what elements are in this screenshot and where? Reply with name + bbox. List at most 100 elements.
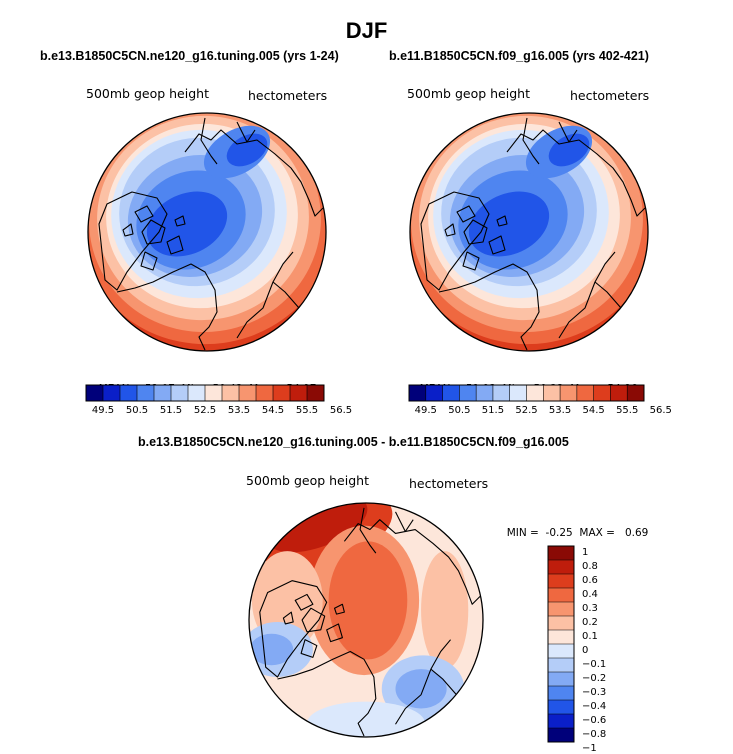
panel-3-max-value: 0.69	[624, 527, 649, 539]
colorbar-1-swatch	[171, 385, 189, 401]
map-boundary	[87, 112, 327, 352]
colorbar-3-tick-label: −0.2	[582, 673, 607, 684]
panel-2-colorbar	[408, 384, 645, 402]
coastline	[277, 650, 377, 737]
coastline	[522, 117, 540, 165]
colorbar-3-swatch	[548, 616, 574, 631]
colorbar-3-swatch	[548, 686, 574, 701]
colorbar-3-swatch	[548, 630, 574, 645]
panel-1-units: hectometers	[248, 88, 328, 103]
coastline	[282, 611, 294, 625]
colorbar-1-swatch	[239, 385, 257, 401]
coastline	[359, 507, 377, 554]
colorbar-2-swatch	[476, 385, 494, 401]
coastline	[140, 251, 158, 271]
colorbar-2-swatch	[442, 385, 460, 401]
panel-3-colorbar	[547, 545, 575, 743]
panel-3-title: b.e13.B1850C5CN.ne120_g16.tuning.005 - b…	[138, 435, 569, 449]
panel-1-variable: 500mb geop height	[86, 86, 209, 101]
panel-1-colorbar	[85, 384, 325, 402]
coastline	[236, 121, 256, 143]
coastline	[174, 215, 186, 227]
field	[249, 503, 483, 737]
colorbar-3-tick-label: −0.1	[582, 659, 607, 670]
map-boundary	[248, 502, 484, 738]
colorbar-3-tick-label: −0.3	[582, 687, 607, 698]
colorbar-3-swatch	[548, 700, 574, 715]
colorbar-2-swatch	[560, 385, 578, 401]
colorbar-3-swatch	[548, 574, 574, 589]
coastline	[462, 251, 480, 271]
coastline	[333, 603, 345, 615]
colorbar-3-tick-label: −0.4	[582, 701, 607, 712]
panel-3-min-value: -0.25	[545, 527, 573, 539]
colorbar-1-tick-label: 54.5	[261, 405, 285, 416]
colorbar-2-swatch	[627, 385, 645, 401]
colorbar-1-swatch	[86, 385, 104, 401]
colorbar-2-swatch	[576, 385, 594, 401]
coastline	[444, 223, 456, 237]
colorbar-2-swatch	[526, 385, 544, 401]
coastline	[558, 251, 616, 339]
colorbar-2-tick-label: 54.5	[582, 405, 605, 416]
colorbar-3-tick-label: 0.2	[582, 617, 598, 628]
colorbar-3-tick-label: 0.1	[582, 631, 598, 642]
coastline	[122, 223, 134, 237]
panel-1-map	[87, 112, 327, 352]
field	[410, 113, 648, 351]
coastline	[438, 263, 540, 351]
colorbar-2-swatch	[610, 385, 628, 401]
colorbar-1-swatch	[154, 385, 172, 401]
coastline	[98, 191, 168, 291]
coastline	[420, 191, 490, 291]
colorbar-2-swatch	[492, 385, 511, 401]
colorbar-2-swatch	[459, 385, 477, 401]
colorbar-2-swatch	[593, 385, 611, 401]
colorbar-3-swatch	[548, 714, 574, 729]
colorbar-3-tick-label: 0	[582, 645, 589, 656]
panel-3-units: hectometers	[409, 476, 489, 491]
colorbar-3-tick-label: −0.8	[582, 729, 607, 740]
colorbar-3-swatch	[548, 588, 574, 603]
colorbar-1-tick-label: 55.5	[295, 405, 319, 416]
coastline	[496, 215, 508, 227]
colorbar-1-tick-label: 52.5	[193, 405, 217, 416]
coastline	[141, 219, 166, 245]
panel-2-variable: 500mb geop height	[407, 86, 530, 101]
colorbar-3-swatch	[548, 560, 574, 575]
colorbar-2-tick-label: 52.5	[515, 405, 538, 416]
colorbar-1-tick-label: 49.5	[91, 405, 115, 416]
panel-1-title: b.e13.B1850C5CN.ne120_g16.tuning.005 (yr…	[40, 49, 339, 63]
panel-2-map	[409, 112, 649, 352]
coastline	[200, 117, 218, 165]
colorbar-1-tick-label: 56.5	[329, 405, 353, 416]
colorbar-3-swatch	[548, 672, 574, 687]
colorbar-1-tick-label: 50.5	[125, 405, 149, 416]
panel-2-colorbar-ticks: 49.5 50.5 51.5 52.5 53.5 54.5 55.5 56.5	[0, 402, 733, 416]
coastline	[134, 205, 154, 223]
coastline	[506, 129, 646, 217]
panel-3-map	[248, 502, 484, 738]
colorbar-1-swatch	[273, 385, 291, 401]
coastline	[395, 511, 414, 533]
colorbar-2-tick-label: 56.5	[649, 405, 672, 416]
colorbar-3-swatch	[548, 546, 574, 561]
coastline	[301, 607, 326, 633]
panel-2-units: hectometers	[570, 88, 650, 103]
coastline	[326, 623, 343, 643]
colorbar-2-swatch	[509, 385, 527, 401]
colorbar-3-swatch	[548, 728, 574, 743]
coastline	[463, 219, 488, 245]
coastline	[488, 235, 506, 255]
coastline	[456, 205, 476, 223]
colorbar-1-tick-label: 53.5	[227, 405, 251, 416]
colorbar-3-swatch	[548, 644, 574, 659]
colorbar-1-swatch	[290, 385, 308, 401]
colorbar-2-swatch	[425, 385, 443, 401]
colorbar-3-tick-label: −1	[582, 743, 597, 754]
colorbar-3-swatch	[548, 602, 574, 617]
colorbar-3-tick-label: 0.4	[582, 589, 598, 600]
map-boundary	[409, 112, 649, 352]
colorbar-1-tick-label: 51.5	[159, 405, 183, 416]
panel-1-colorbar-ticks: 49.5 50.5 51.5 52.5 53.5 54.5 55.5 56.5	[0, 402, 733, 416]
